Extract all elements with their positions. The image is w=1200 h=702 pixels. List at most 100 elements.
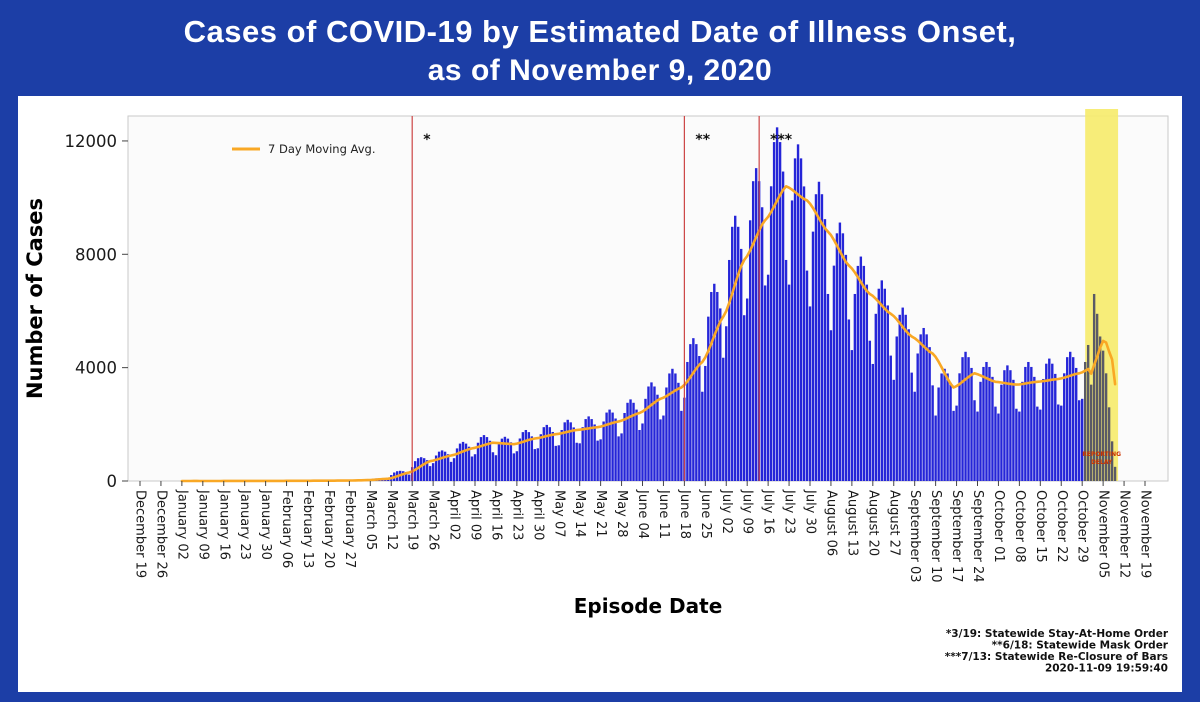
case-bar [1015, 408, 1018, 481]
case-bar [841, 233, 845, 481]
chart-title: Cases of COVID-19 by Estimated Date of I… [0, 12, 1200, 90]
x-tick-label: July 23 [782, 489, 797, 534]
x-tick-label: January 02 [174, 489, 189, 560]
event-marker-label: ** [695, 132, 710, 148]
case-bar [701, 391, 704, 481]
case-bar [425, 460, 429, 481]
case-bar [740, 248, 743, 481]
case-bar [581, 427, 584, 481]
case-bar [1048, 358, 1051, 481]
case-bar [1045, 363, 1048, 481]
case-bar [970, 367, 973, 481]
case-bar [455, 448, 459, 481]
case-bar [659, 419, 662, 481]
case-bar [515, 451, 519, 481]
case-bar [434, 455, 438, 481]
case-bar [880, 280, 883, 481]
case-bar [521, 432, 525, 481]
case-bar [503, 436, 507, 481]
case-bar [527, 432, 531, 481]
event-marker-label: * [423, 132, 431, 148]
x-tick-label: January 30 [258, 489, 273, 560]
case-bar [431, 463, 435, 481]
case-bar [611, 412, 614, 481]
case-bar [991, 376, 994, 481]
x-tick-label: January 23 [237, 489, 252, 560]
chart-panel: * ** *** 0 4000 8000 12000 December 19 December … [18, 96, 1182, 692]
case-bar [725, 326, 728, 481]
case-bar [763, 285, 767, 481]
case-bar [605, 412, 608, 481]
case-bar [886, 305, 889, 481]
x-axis-title: Episode Date [574, 594, 723, 618]
case-bar [985, 361, 988, 481]
case-bar [937, 387, 940, 481]
case-bar [509, 442, 513, 481]
case-bar [919, 334, 922, 481]
case-bar [698, 356, 701, 481]
case-bar [934, 415, 937, 481]
case-bar [892, 379, 895, 481]
case-bar [557, 445, 560, 481]
event-marker-label: *** [770, 132, 793, 148]
case-bar [856, 265, 860, 481]
case-bar [704, 365, 707, 481]
case-bar [910, 372, 913, 481]
case-bar [940, 373, 943, 481]
x-tick-label: November 12 [1117, 490, 1132, 578]
case-bar [751, 181, 755, 481]
case-bar [1021, 381, 1024, 481]
case-bar [593, 424, 596, 481]
chart-title-line1: Cases of COVID-19 by Estimated Date of I… [183, 14, 1017, 49]
x-tick-label: October 29 [1075, 490, 1090, 563]
moving-avg-line [180, 185, 1117, 483]
case-bar [877, 288, 880, 481]
case-bar [847, 319, 851, 481]
case-bar [641, 423, 644, 481]
x-tick-label: September 17 [949, 490, 964, 583]
footnote: **6/18: Statewide Mask Order [992, 640, 1169, 652]
x-tick-label: December 19 [133, 490, 148, 578]
case-bar [766, 274, 770, 481]
case-bar [692, 338, 695, 481]
case-bar [889, 355, 892, 481]
x-tick-label: November 19 [1138, 490, 1153, 578]
case-bar [823, 219, 827, 481]
case-bar [748, 220, 752, 481]
x-tick-label: May 14 [572, 490, 587, 538]
case-bar [1110, 441, 1114, 481]
case-bar [608, 409, 611, 481]
case-bar [745, 298, 749, 481]
case-bar [826, 293, 830, 481]
case-bar [1107, 407, 1111, 481]
case-bar [560, 429, 563, 481]
case-bar [614, 418, 617, 481]
case-bar [1080, 398, 1084, 481]
x-tick-label: April 09 [468, 490, 483, 540]
case-bar [533, 449, 537, 481]
case-bar [805, 270, 809, 481]
case-bar [644, 398, 647, 481]
case-bar [542, 427, 545, 481]
reporting-delay-label-line1: REPORTING [1082, 451, 1121, 458]
case-bar [1027, 361, 1030, 481]
x-tick-label: May 21 [593, 490, 608, 538]
case-bar [620, 433, 623, 481]
x-tick-label: October 01 [991, 490, 1006, 563]
case-bar [790, 200, 794, 481]
y-tick-label: 8000 [75, 245, 117, 264]
case-bar [775, 127, 779, 481]
case-bar [901, 307, 904, 481]
case-bar [787, 284, 791, 481]
x-tick-label: January 09 [195, 489, 210, 560]
case-bar [443, 451, 447, 481]
case-bar [506, 438, 510, 481]
case-bar [629, 399, 632, 481]
footnote: 2020-11-09 19:59:40 [1045, 663, 1168, 675]
case-bar [1095, 313, 1099, 481]
x-tick-label: March 12 [384, 490, 399, 550]
case-bar [596, 440, 599, 481]
case-bar [632, 402, 635, 481]
case-bar [551, 431, 554, 481]
x-tick-label: January 16 [216, 489, 231, 560]
